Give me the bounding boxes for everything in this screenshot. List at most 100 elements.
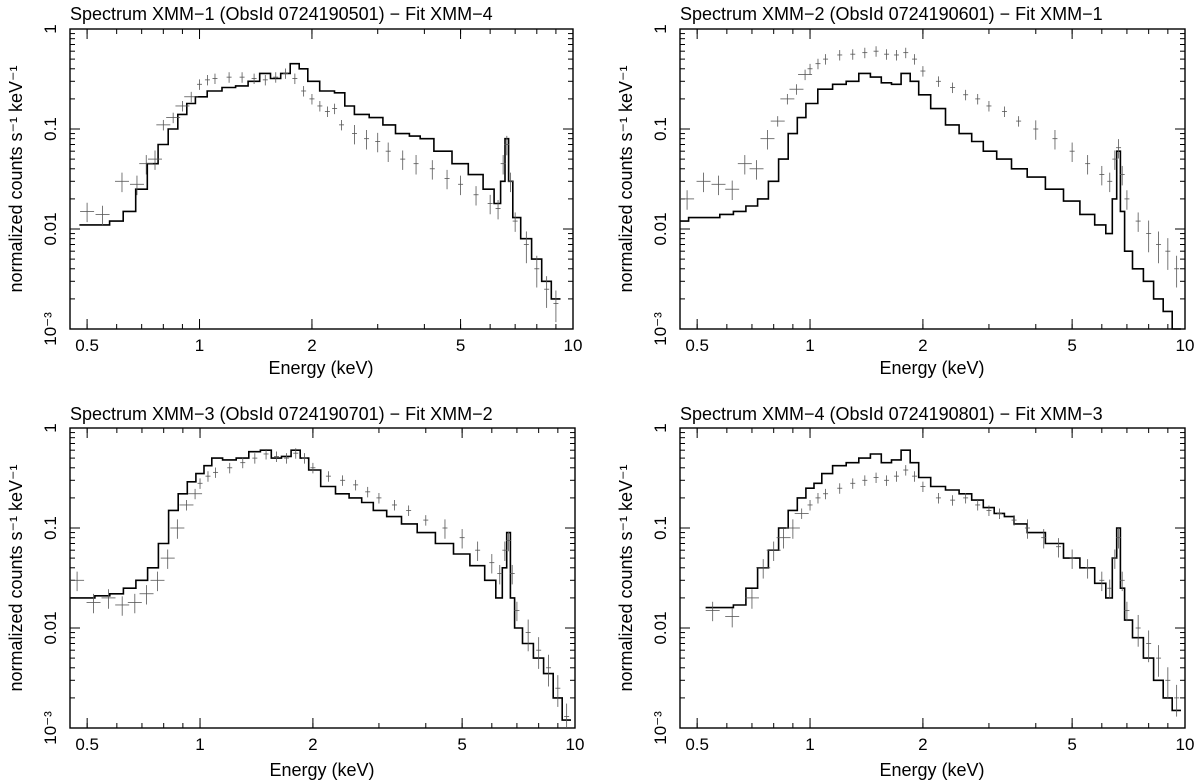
data-point	[1165, 238, 1171, 270]
data-point	[705, 601, 720, 622]
data-point	[536, 637, 542, 669]
data-point	[1099, 571, 1105, 592]
data-point	[950, 495, 956, 506]
data-point	[884, 475, 890, 486]
data-point	[310, 462, 316, 474]
data-point	[406, 505, 412, 516]
x-tick-label: 10	[564, 336, 583, 355]
data-point	[156, 119, 171, 131]
data-point	[963, 89, 969, 101]
data-point	[150, 571, 165, 592]
data-point	[823, 488, 829, 500]
data-point	[1116, 139, 1122, 159]
model-step-curve	[79, 62, 561, 300]
data-point	[975, 500, 981, 511]
data-point	[292, 73, 298, 85]
data-point	[332, 103, 338, 115]
data-point	[364, 130, 370, 150]
data-point	[1135, 212, 1141, 232]
data-point	[197, 478, 203, 489]
x-tick-label: 0.5	[75, 735, 99, 754]
data-point	[534, 255, 540, 288]
y-tick-label: 0.01	[41, 611, 60, 644]
x-tick-label: 10	[1176, 336, 1195, 355]
data-point	[400, 150, 406, 170]
x-tick-label: 0.5	[75, 336, 99, 355]
data-point	[262, 74, 268, 86]
data-point	[188, 488, 203, 500]
y-tick-label: 0.1	[41, 516, 60, 540]
spectrum-panel-xmm-2: Spectrum XMM−2 (ObsId 0724190601) − Fit …	[616, 4, 1194, 378]
y-tick-label: 10⁻³	[41, 312, 60, 346]
data-point	[1156, 231, 1162, 264]
data-point	[986, 505, 992, 516]
data-points-layer	[705, 465, 1180, 717]
data-point	[95, 205, 110, 226]
data-point	[1112, 150, 1118, 170]
data-points-layer	[680, 46, 1180, 288]
data-point	[139, 155, 154, 175]
data-point	[506, 531, 512, 552]
data-point	[170, 519, 185, 539]
x-tick-label: 10	[566, 735, 585, 754]
data-point	[166, 112, 181, 124]
data-point	[252, 453, 258, 464]
data-point	[1011, 515, 1017, 526]
x-tick-label: 5	[457, 735, 466, 754]
data-point	[1033, 120, 1039, 140]
data-point	[444, 169, 450, 190]
data-point	[807, 63, 813, 75]
data-point	[325, 471, 331, 482]
spectrum-panel-xmm-4: Spectrum XMM−4 (ObsId 0724190801) − Fit …	[616, 404, 1194, 780]
plot-frame	[679, 28, 1186, 330]
data-point	[204, 74, 210, 86]
panel-title: Spectrum XMM−3 (ObsId 0724190701) − Fit …	[70, 404, 493, 424]
data-point	[340, 475, 346, 486]
x-tick-label: 5	[456, 336, 465, 355]
data-point	[1056, 538, 1062, 558]
data-point	[986, 101, 992, 112]
data-point	[1041, 529, 1047, 549]
data-point	[507, 172, 513, 193]
data-point	[1052, 130, 1058, 150]
data-point	[514, 601, 520, 622]
data-point	[352, 124, 358, 145]
data-point	[495, 199, 501, 220]
data-point	[423, 515, 429, 526]
axis-ticks: 0.5 1 2 5 10 10⁻³ 0.01 0.1 1	[651, 24, 1194, 355]
y-axis-label: normalized counts s⁻¹ keV⁻¹	[616, 464, 636, 691]
x-tick-label: 0.5	[685, 735, 709, 754]
y-tick-label: 10⁻³	[651, 711, 670, 745]
y-tick-label: 1	[651, 423, 670, 432]
x-axis-label: Energy (keV)	[269, 760, 374, 780]
data-point	[1119, 571, 1125, 592]
data-point	[725, 180, 740, 200]
data-point	[504, 135, 510, 156]
x-tick-label: 2	[307, 336, 316, 355]
data-point	[523, 231, 529, 264]
y-tick-label: 0.1	[651, 117, 670, 141]
data-point	[950, 82, 956, 94]
spectrum-panel-xmm-3: Spectrum XMM−3 (ObsId 0724190701) − Fit …	[6, 404, 584, 780]
data-point	[497, 564, 503, 585]
data-point	[815, 492, 821, 504]
x-axis-label: Energy (keV)	[879, 760, 984, 780]
data-point	[509, 564, 515, 585]
data-point	[324, 106, 330, 117]
axis-ticks: 0.5 1 2 5 10 10⁻³ 0.01 0.1 1	[41, 423, 584, 754]
y-tick-label: 0.01	[651, 212, 670, 245]
data-point	[127, 593, 142, 614]
x-tick-label: 10	[1176, 735, 1195, 754]
data-point	[553, 290, 559, 323]
data-point	[780, 93, 795, 105]
data-point	[317, 101, 323, 112]
data-point	[807, 500, 813, 511]
panel-title: Spectrum XMM−4 (ObsId 0724190801) − Fit …	[680, 404, 1103, 424]
data-point	[240, 457, 246, 469]
data-point	[1069, 549, 1075, 569]
data-point	[1119, 165, 1125, 186]
data-point	[798, 69, 813, 81]
data-point	[873, 472, 879, 484]
data-point	[1085, 155, 1091, 175]
